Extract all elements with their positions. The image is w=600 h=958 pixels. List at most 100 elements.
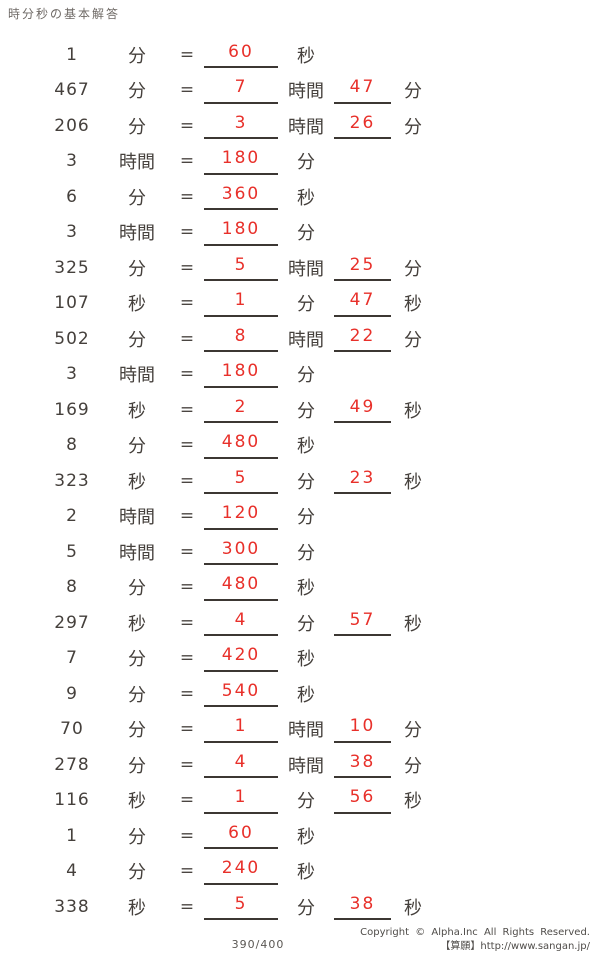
given-value: 338	[54, 896, 90, 917]
answer-blank-2	[334, 37, 391, 68]
answer-1-value: 300	[221, 538, 261, 559]
given-unit: 分	[128, 755, 146, 777]
answer-blank-1: 180	[204, 144, 278, 175]
answer-2-value: 47	[349, 77, 376, 97]
given-unit: 時間	[119, 542, 155, 564]
equals-sign: =	[179, 80, 195, 101]
answer-blank-1: 4	[204, 747, 278, 778]
equals-sign: =	[179, 186, 195, 207]
given-unit: 分	[128, 329, 146, 351]
answer-2-unit: 分	[404, 720, 422, 742]
answer-1-value: 3	[234, 112, 248, 133]
answer-blank-2	[334, 854, 391, 885]
equals-sign: =	[179, 257, 195, 278]
answer-1-value: 60	[228, 41, 254, 62]
answer-1-unit: 時間	[288, 755, 324, 777]
answer-1-unit: 秒	[297, 578, 315, 600]
answer-blank-1: 180	[204, 215, 278, 246]
answer-blank-2	[334, 818, 391, 849]
given-value: 323	[54, 470, 90, 491]
answer-1-unit: 秒	[297, 862, 315, 884]
given-value: 3	[66, 364, 78, 385]
conversion-row: 1 分 = 60 秒	[40, 37, 560, 73]
given-unit: 分	[128, 862, 146, 884]
answer-1-unit: 秒	[297, 187, 315, 209]
answer-blank-2: 25	[334, 250, 391, 281]
given-value: 7	[66, 648, 78, 669]
answer-blank-2: 49	[334, 392, 391, 423]
answer-1-unit: 秒	[297, 649, 315, 671]
given-unit: 分	[128, 578, 146, 600]
answer-blank-1: 3	[204, 108, 278, 139]
conversion-row: 3 時間 = 180 分	[40, 144, 560, 180]
site-url: 【算願】http://www.sangan.jp/	[440, 941, 590, 952]
answer-1-value: 5	[234, 467, 248, 488]
answer-2-value: 10	[349, 716, 376, 736]
given-value: 3	[66, 151, 78, 172]
conversion-row: 297 秒 = 4 分 57 秒	[40, 605, 560, 641]
given-value: 116	[54, 790, 90, 811]
conversion-row: 323 秒 = 5 分 23 秒	[40, 463, 560, 499]
answer-1-unit: 秒	[297, 436, 315, 458]
given-unit: 秒	[128, 471, 146, 493]
conversion-row: 1 分 = 60 秒	[40, 818, 560, 854]
answer-blank-1: 480	[204, 570, 278, 601]
answer-blank-2	[334, 570, 391, 601]
answer-1-unit: 分	[297, 507, 315, 529]
conversion-row: 338 秒 = 5 分 38 秒	[40, 889, 560, 925]
answer-blank-2: 26	[334, 108, 391, 139]
answer-2-value: 22	[349, 325, 376, 346]
answer-2-value: 49	[349, 396, 376, 417]
answer-2-value: 38	[349, 893, 376, 914]
answer-2-unit: 分	[404, 258, 422, 280]
equals-sign: =	[179, 293, 195, 314]
equals-sign: =	[179, 896, 195, 917]
conversion-row: 8 分 = 480 秒	[40, 428, 560, 464]
conversion-list: 1 分 = 60 秒 467 分 = 7 時間 47 分 206 分 = 3 時…	[40, 37, 560, 925]
answer-1-unit: 秒	[297, 826, 315, 848]
equals-sign: =	[179, 470, 195, 491]
answer-2-unit: 分	[404, 116, 422, 138]
answer-1-value: 8	[234, 325, 248, 346]
answer-blank-2: 10	[334, 712, 391, 743]
answer-1-value: 4	[234, 751, 248, 772]
given-unit: 分	[128, 826, 146, 848]
equals-sign: =	[179, 612, 195, 633]
given-value: 297	[54, 612, 90, 633]
given-unit: 時間	[119, 365, 155, 387]
conversion-row: 5 時間 = 300 分	[40, 534, 560, 570]
answer-1-value: 4	[234, 609, 248, 630]
answer-2-value: 23	[349, 467, 376, 488]
answer-1-unit: 時間	[288, 258, 324, 280]
given-unit: 時間	[119, 223, 155, 245]
answer-1-value: 480	[221, 574, 261, 594]
given-unit: 分	[128, 649, 146, 671]
equals-sign: =	[179, 115, 195, 136]
answer-blank-2	[334, 357, 391, 388]
answer-1-unit: 分	[297, 400, 315, 422]
conversion-row: 107 秒 = 1 分 47 秒	[40, 286, 560, 322]
answer-blank-1: 8	[204, 321, 278, 352]
given-unit: 分	[128, 116, 146, 138]
conversion-row: 3 時間 = 180 分	[40, 357, 560, 393]
answer-blank-1: 540	[204, 676, 278, 707]
answer-2-unit: 秒	[404, 400, 422, 422]
answer-blank-1: 5	[204, 463, 278, 494]
given-value: 1	[66, 44, 78, 65]
given-value: 502	[54, 328, 90, 349]
answer-1-value: 1	[234, 716, 248, 736]
answer-blank-2	[334, 215, 391, 246]
answer-1-value: 5	[234, 893, 248, 914]
answer-2-unit: 秒	[404, 294, 422, 316]
footer: Copyright © Alpha.Inc All Rights Reserve…	[360, 926, 590, 954]
given-value: 1	[66, 825, 78, 846]
answer-2-value: 38	[349, 751, 376, 772]
equals-sign: =	[179, 825, 195, 846]
answer-1-value: 360	[221, 183, 261, 204]
answer-blank-1: 5	[204, 889, 278, 920]
equals-sign: =	[179, 790, 195, 811]
answer-2-unit: 秒	[404, 791, 422, 813]
answer-blank-2: 57	[334, 605, 391, 636]
answer-blank-1: 480	[204, 428, 278, 459]
answer-1-unit: 分	[297, 542, 315, 564]
